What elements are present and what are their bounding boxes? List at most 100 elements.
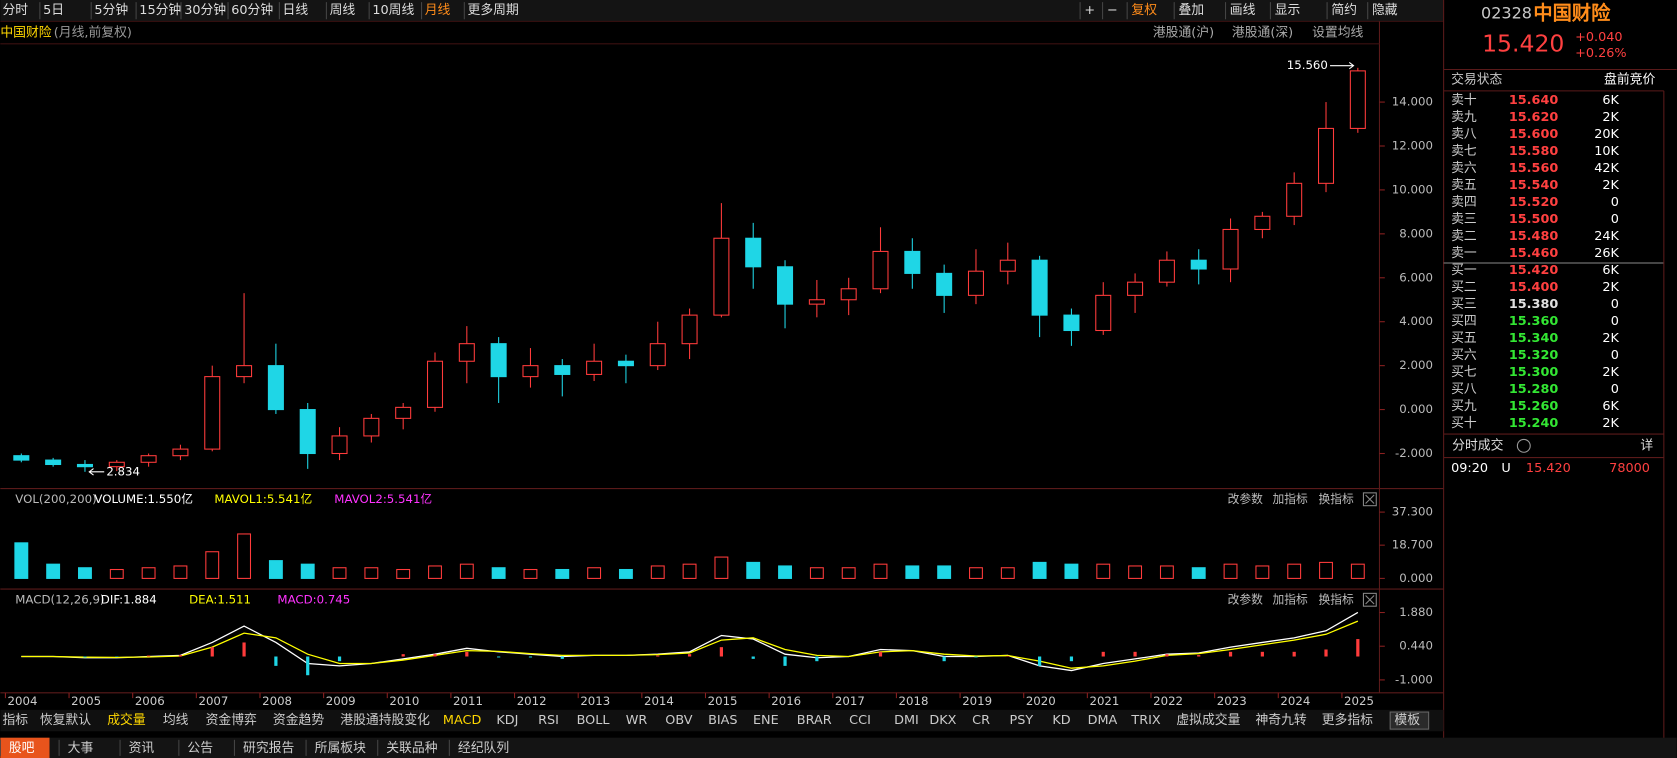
trades-title[interactable]: 分时成交 [1452,437,1503,453]
indicator-tab[interactable]: WR [626,713,648,728]
indicator-tab[interactable]: 港股通持股变化 [340,712,430,728]
panel-tool[interactable]: 加指标 [1273,492,1309,506]
book-label: 卖七 [1451,144,1477,159]
indicator-tab[interactable]: MACD [443,713,482,728]
tool-button[interactable]: 显示 [1275,3,1301,18]
candle-body [904,250,921,274]
bottom-tab[interactable]: 所属板块 [315,741,366,756]
indicator-tab[interactable]: 虚拟成交量 [1176,712,1240,728]
low-label: 2.834 [106,464,140,478]
candle-body [108,461,125,468]
price-change-pct: +0.26% [1575,46,1626,61]
candle-body [426,360,444,408]
indicator-tab[interactable]: CCI [849,713,871,728]
indicator-tab[interactable]: PSY [1010,713,1034,728]
indicator-tab[interactable]: RSI [538,713,559,728]
candle-body [236,365,253,378]
panel-link[interactable]: 港股通(深) [1232,26,1293,41]
volume-bar [905,565,920,579]
tool-button[interactable]: 隐藏 [1372,3,1398,18]
bottom-tab[interactable]: 股吧 [9,741,35,756]
bottom-tab[interactable]: 公告 [187,741,213,756]
book-volume: 2K [1602,178,1619,193]
candle-body [872,250,889,290]
stock-title: 中国财险 [0,26,51,41]
indicator-tab[interactable]: DMA [1088,713,1118,728]
indicator-tab[interactable]: TRIX [1130,713,1161,728]
candle-body [299,409,316,455]
period-tab[interactable]: 60分钟 [231,2,273,18]
indicator-tab[interactable]: DMI [894,713,919,728]
bottom-tab[interactable]: 大事 [68,741,94,756]
candle-body [522,365,539,378]
indicator-tab[interactable]: 成交量 [107,712,146,728]
period-tab[interactable]: 分时 [2,3,28,18]
indicator-tab[interactable]: 指标 [2,713,28,728]
panel-tool[interactable]: 加指标 [1273,592,1309,606]
close-button[interactable] [1362,492,1377,507]
period-tab[interactable]: 15分钟 [139,2,181,18]
x-tick-label: 2022 [1153,694,1183,708]
period-tab[interactable]: 5日 [43,3,64,18]
panel-tool[interactable]: 换指标 [1319,492,1355,506]
indicator-tab[interactable]: 模板 [1394,713,1420,728]
indicator-tab[interactable]: 神奇九转 [1255,712,1306,728]
panel-tool[interactable]: 改参数 [1228,492,1264,506]
bottom-tab[interactable]: 资讯 [129,741,155,756]
indicator-tab[interactable]: BOLL [577,713,611,728]
indicator-tab[interactable]: 更多指标 [1322,713,1373,728]
candle-body [267,365,284,411]
period-tab[interactable]: 月线 [425,3,451,18]
period-tab[interactable]: 5分钟 [94,2,128,18]
indicator-tab[interactable]: BRAR [797,713,832,728]
volume-bar [650,565,665,579]
tool-button[interactable]: 画线 [1230,3,1256,18]
book-volume: 0 [1611,382,1619,397]
indicator-tab[interactable]: ENE [753,713,779,728]
volume-bar [237,533,252,579]
volume-bar [1128,565,1143,579]
indicator-tab[interactable]: CR [972,713,990,728]
panel-link[interactable]: 设置均线 [1312,26,1363,41]
panel-tool[interactable]: 改参数 [1228,592,1264,606]
x-tick-label: 2009 [326,694,356,708]
bottom-tab[interactable]: 经纪队列 [458,741,509,756]
tool-button[interactable]: 叠加 [1178,3,1204,18]
indicator-tab[interactable]: DKX [929,713,956,728]
trades-more[interactable]: 详 [1640,438,1653,453]
template-button[interactable] [1389,711,1430,730]
period-tab[interactable]: 30分钟 [184,2,226,18]
tool-button[interactable]: + [1084,3,1095,18]
book-label: 买一 [1451,263,1477,278]
volume-bar [1191,567,1206,579]
period-tab[interactable]: 10周线 [372,3,414,18]
tool-button[interactable]: 复权 [1131,2,1157,18]
indicator-tab[interactable]: 资金博弈 [206,712,257,728]
close-icon [1365,494,1375,504]
panel-link[interactable]: 港股通(沪) [1153,26,1214,41]
y-tick-label: 37.300 [1392,505,1433,519]
period-tab[interactable]: 日线 [283,3,309,18]
x-tick-label: 2004 [8,694,38,708]
tool-button[interactable]: 简约 [1331,3,1357,18]
book-label: 买八 [1451,382,1477,397]
period-tab[interactable]: 更多周期 [468,3,519,18]
macd-line [21,611,1359,672]
indicator-tab[interactable]: 均线 [163,713,189,728]
legend-entry: MAVOL2:5.541亿 [334,492,432,506]
period-tab[interactable]: 周线 [330,3,356,18]
panel-tool[interactable]: 换指标 [1319,592,1355,606]
indicator-tab[interactable]: 恢复默认 [40,712,91,728]
indicator-tab[interactable]: KDJ [496,713,518,728]
bottom-tab[interactable]: 研究报告 [243,741,294,756]
bottom-tab[interactable]: 关联品种 [386,741,437,756]
book-price: 15.400 [1509,280,1559,295]
tool-button[interactable]: − [1107,3,1118,18]
indicator-tab[interactable]: KD [1052,713,1070,728]
x-tick-label: 2012 [517,694,547,708]
indicator-tab[interactable]: 资金趋势 [273,712,324,728]
close-button[interactable] [1362,592,1377,607]
indicator-tab[interactable]: BIAS [708,713,737,728]
indicator-tab[interactable]: OBV [665,713,692,728]
